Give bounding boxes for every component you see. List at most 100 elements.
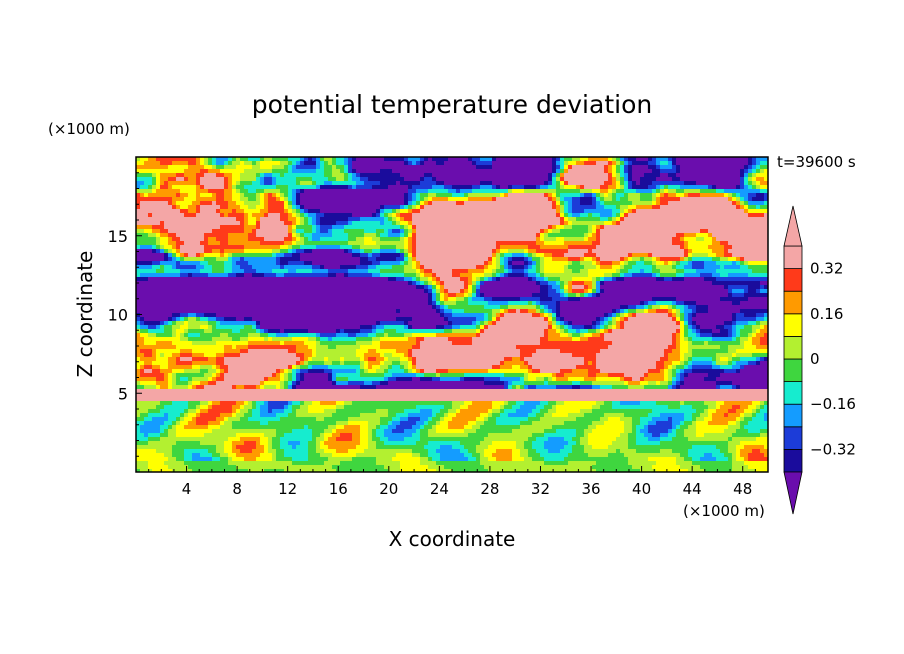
field-cell xyxy=(308,229,313,234)
field-cell xyxy=(264,237,269,242)
field-cell xyxy=(248,241,253,246)
field-cell xyxy=(364,257,369,262)
field-cell xyxy=(292,189,297,194)
field-cell xyxy=(324,229,329,234)
field-cell xyxy=(476,281,481,286)
field-cell xyxy=(600,249,605,254)
field-cell xyxy=(468,229,473,234)
field-cell xyxy=(744,197,749,202)
field-cell xyxy=(312,193,317,198)
field-cell xyxy=(448,157,453,162)
field-cell xyxy=(704,273,709,278)
field-cell xyxy=(324,177,329,182)
field-cell xyxy=(476,185,481,190)
field-cell xyxy=(564,225,569,230)
field-cell xyxy=(636,213,641,218)
field-cell xyxy=(336,157,341,162)
field-cell xyxy=(400,245,405,250)
field-cell xyxy=(472,221,477,226)
field-cell xyxy=(136,173,141,178)
field-cell xyxy=(696,165,701,170)
field-cell xyxy=(372,189,377,194)
field-cell xyxy=(424,265,429,270)
field-cell xyxy=(152,185,157,190)
field-cell xyxy=(344,177,349,182)
field-cell xyxy=(412,249,417,254)
field-cell xyxy=(656,245,661,250)
field-cell xyxy=(440,189,445,194)
field-cell xyxy=(460,257,465,262)
field-cell xyxy=(376,209,381,214)
field-cell xyxy=(488,277,493,282)
field-cell xyxy=(212,181,217,186)
field-cell xyxy=(600,165,605,170)
field-cell xyxy=(400,225,405,230)
field-cell xyxy=(220,249,225,254)
field-cell xyxy=(184,185,189,190)
field-cell xyxy=(612,253,617,258)
field-cell xyxy=(648,241,653,246)
field-cell xyxy=(500,165,505,170)
field-cell xyxy=(408,221,413,226)
field-cell xyxy=(640,225,645,230)
field-cell xyxy=(496,197,501,202)
field-cell xyxy=(512,241,517,246)
field-cell xyxy=(476,241,481,246)
field-cell xyxy=(632,185,637,190)
field-cell xyxy=(240,157,245,162)
field-cell xyxy=(468,181,473,186)
field-cell xyxy=(148,201,153,206)
field-cell xyxy=(692,201,697,206)
field-cell xyxy=(340,221,345,226)
field-cell xyxy=(588,205,593,210)
field-cell xyxy=(264,157,269,162)
field-cell xyxy=(636,161,641,166)
field-cell xyxy=(220,169,225,174)
field-cell xyxy=(484,213,489,218)
field-cell xyxy=(544,229,549,234)
field-cell xyxy=(316,205,321,210)
field-cell xyxy=(184,241,189,246)
field-cell xyxy=(216,193,221,198)
field-cell xyxy=(624,273,629,278)
field-cell xyxy=(676,241,681,246)
field-cell xyxy=(700,201,705,206)
field-cell xyxy=(744,217,749,222)
field-cell xyxy=(356,209,361,214)
field-cell xyxy=(260,265,265,270)
field-cell xyxy=(148,213,153,218)
field-cell xyxy=(576,165,581,170)
field-cell xyxy=(276,209,281,214)
field-cell xyxy=(348,205,353,210)
field-cell xyxy=(372,229,377,234)
field-cell xyxy=(664,217,669,222)
field-cell xyxy=(144,261,149,266)
field-cell xyxy=(260,165,265,170)
field-cell xyxy=(560,165,565,170)
field-cell xyxy=(480,185,485,190)
field-cell xyxy=(364,221,369,226)
field-cell xyxy=(436,221,441,226)
field-cell xyxy=(712,213,717,218)
field-cell xyxy=(364,273,369,278)
field-cell xyxy=(616,157,621,162)
field-cell xyxy=(356,257,361,262)
field-cell xyxy=(376,281,381,286)
field-cell xyxy=(188,209,193,214)
field-cell xyxy=(536,277,541,282)
field-cell xyxy=(216,213,221,218)
field-cell xyxy=(708,261,713,266)
field-cell xyxy=(432,269,437,274)
field-cell xyxy=(236,225,241,230)
field-cell xyxy=(716,181,721,186)
field-cell xyxy=(304,281,309,286)
field-cell xyxy=(716,161,721,166)
field-cell xyxy=(148,217,153,222)
field-cell xyxy=(444,213,449,218)
field-cell xyxy=(524,257,529,262)
field-cell xyxy=(284,161,289,166)
field-cell xyxy=(736,265,741,270)
field-cell xyxy=(336,241,341,246)
field-cell xyxy=(676,205,681,210)
field-cell xyxy=(384,277,389,282)
